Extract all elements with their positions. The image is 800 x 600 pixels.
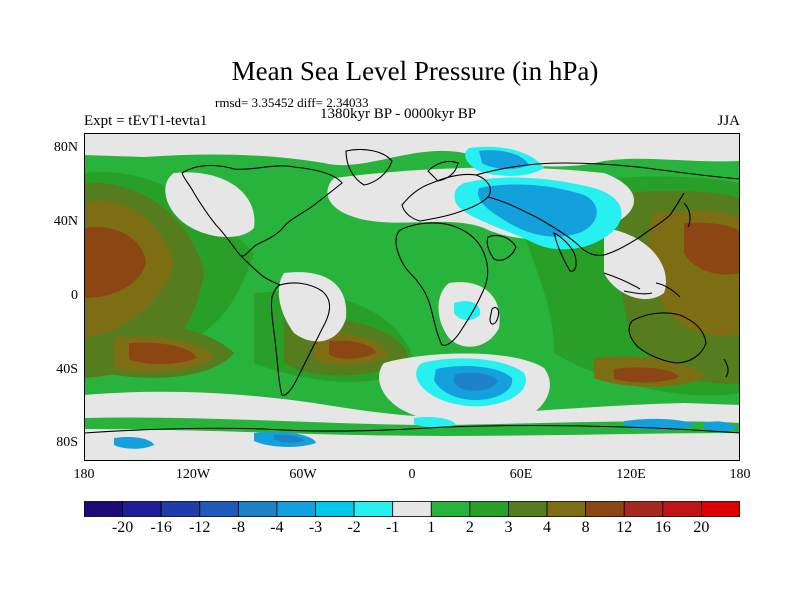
rmsd-diff-stats: rmsd= 3.35452 diff= 2.34033 [215, 95, 369, 110]
period-subtitle: 1380kyr BP - 0000kyr BP [320, 106, 477, 122]
lat-label-80s: 80S [56, 435, 78, 450]
lon-label-120e: 120E [616, 467, 646, 482]
colorbar-swatch [701, 501, 740, 517]
colorbar-label: 4 [543, 519, 552, 536]
colorbar-label: -1 [386, 519, 400, 536]
season-label: JJA [717, 113, 740, 129]
lon-label-180e: 180 [729, 467, 751, 482]
field-negative-anomaly [114, 436, 154, 449]
colorbar-label: -2 [347, 519, 361, 536]
field-neutral-region [604, 228, 666, 300]
colorbar-label: 8 [581, 519, 590, 536]
lat-label-80n: 80N [53, 140, 78, 155]
plot-title: Mean Sea Level Pressure (in hPa) [231, 56, 599, 86]
lat-label-0: 0 [71, 288, 78, 303]
field-neutral-region [165, 172, 255, 238]
field-negative-anomaly [479, 150, 529, 169]
field-negative-anomaly [414, 416, 456, 428]
field-negative-anomaly [704, 421, 736, 432]
colorbar [84, 501, 740, 517]
colorbar-swatch [392, 501, 432, 517]
map-frame [84, 133, 740, 461]
colorbar-swatch [315, 501, 355, 517]
colorbar-swatch [585, 501, 625, 517]
lon-label-60w: 60W [289, 467, 317, 482]
colorbar-label: -20 [111, 519, 134, 536]
lon-label-180w: 180 [73, 467, 95, 482]
colorbar-swatch [623, 501, 664, 517]
colorbar-swatch [122, 501, 162, 517]
colorbar-label: -3 [308, 519, 323, 536]
colorbar-swatch [430, 501, 471, 517]
lon-label-120w: 120W [175, 467, 211, 482]
field-negative-anomaly [453, 372, 498, 391]
colorbar-swatch [353, 501, 394, 517]
colorbar-label: 12 [616, 519, 633, 536]
colorbar-label: 2 [465, 519, 474, 536]
field-negative-anomaly [624, 418, 696, 430]
lat-label-40n: 40N [53, 214, 78, 229]
colorbar-swatch [199, 501, 239, 517]
colorbar-swatch [546, 501, 587, 517]
field-rust-max [84, 227, 146, 298]
lon-label-60e: 60E [509, 467, 533, 482]
colorbar-label: -8 [231, 519, 246, 536]
field-negative-anomaly [454, 301, 481, 321]
colorbar-swatch [160, 501, 201, 517]
colorbar-label: -4 [270, 519, 284, 536]
field-neutral-region [278, 272, 347, 342]
experiment-label: Expt = tEvT1-tevta1 [84, 113, 208, 129]
lat-label-40s: 40S [56, 362, 78, 377]
field-rust-max [614, 367, 679, 383]
field-rust-max [129, 342, 196, 365]
colorbar-label: 1 [427, 519, 436, 536]
colorbar-label: -12 [189, 519, 211, 536]
colorbar-swatch [276, 501, 316, 517]
colorbar-label: -16 [150, 519, 172, 536]
colorbar-swatch [662, 501, 702, 517]
colorbar-swatch [508, 501, 548, 517]
colorbar-swatch [237, 501, 278, 517]
field-green-strip [84, 417, 740, 436]
colorbar-swatch [84, 501, 123, 517]
field-rust-max [684, 222, 740, 275]
colorbar-swatch [469, 501, 509, 517]
colorbar-label: 20 [693, 519, 710, 536]
field-rust-max [329, 340, 376, 359]
coastlines [84, 148, 740, 434]
pressure-anomaly-map [84, 133, 740, 461]
field-neutral-region [84, 133, 740, 167]
lon-label-0: 0 [408, 467, 416, 482]
colorbar-label: 3 [504, 519, 513, 536]
colorbar-label: 16 [654, 519, 671, 536]
field-negative-anomaly [274, 434, 304, 443]
field-negative-anomaly [478, 184, 597, 237]
